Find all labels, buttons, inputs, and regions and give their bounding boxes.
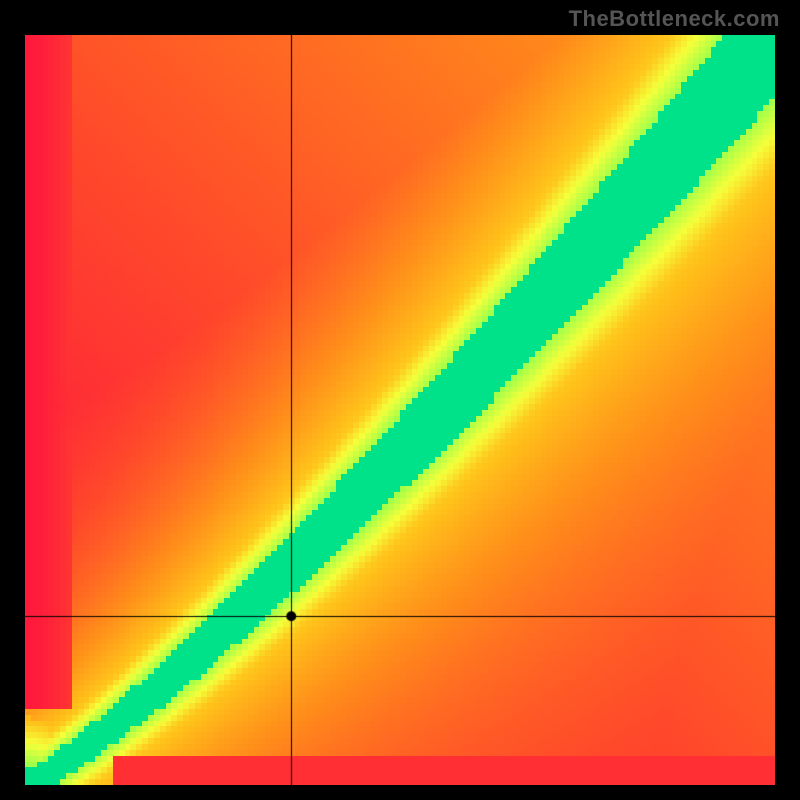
- chart-container: TheBottleneck.com: [0, 0, 800, 800]
- heatmap-canvas: [25, 35, 775, 785]
- watermark-text: TheBottleneck.com: [569, 6, 780, 32]
